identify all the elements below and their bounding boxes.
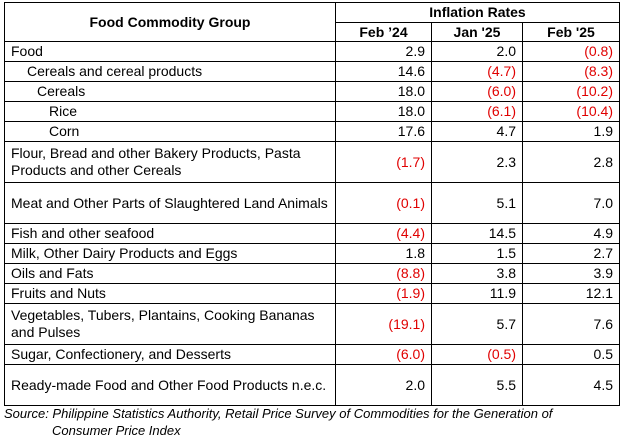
commodity-label: Corn (4, 121, 336, 142)
rate-cell: 7.6 (522, 303, 620, 345)
table-row: Corn 17.6 4.7 1.9 (4, 121, 620, 142)
rate-cell: (10.4) (522, 101, 620, 122)
table-row: Ready-made Food and Other Food Products … (4, 364, 620, 406)
commodity-label: Ready-made Food and Other Food Products … (4, 364, 336, 406)
rate-cell: (4.4) (335, 223, 432, 244)
period-header: Jan '25 (431, 22, 523, 42)
source-line-2: Consumer Price Index (52, 423, 181, 438)
rate-cell: 2.9 (335, 41, 432, 62)
rate-cell: 4.5 (522, 364, 620, 406)
rate-cell: (19.1) (335, 303, 432, 345)
table-row: Sugar, Confectionery, and Desserts (6.0)(… (4, 344, 620, 365)
commodity-label: Milk, Other Dairy Products and Eggs (4, 243, 336, 264)
rate-cell: (0.8) (522, 41, 620, 62)
table-row: Food 2.9 2.0 (0.8) (4, 41, 620, 62)
rate-cell: 14.6 (335, 61, 432, 82)
rate-cell: 2.0 (431, 41, 523, 62)
rate-cell: 3.9 (522, 263, 620, 284)
rate-cell: 1.9 (522, 121, 620, 142)
rate-cell: 2.7 (522, 243, 620, 264)
rate-cell: 5.7 (431, 303, 523, 345)
rate-cell: (6.1) (431, 101, 523, 122)
table-row: Rice 18.0 (6.1) (10.4) (4, 101, 620, 122)
table-row: Milk, Other Dairy Products and Eggs 1.8 1.… (4, 243, 620, 264)
rate-cell: (1.7) (335, 141, 432, 183)
rate-cell: 4.9 (522, 223, 620, 244)
rate-cell: 0.5 (522, 344, 620, 365)
table-row: Cereals and cereal products 14.6 (4.7) (8.3… (4, 61, 620, 82)
rate-cell: (4.7) (431, 61, 523, 82)
rate-cell: 2.3 (431, 141, 523, 183)
table-row: Vegetables, Tubers, Plantains, Cooking B… (4, 303, 620, 345)
source-line-1: Source: Philippine Statistics Authority,… (4, 406, 553, 421)
rate-cell: 5.5 (431, 364, 523, 406)
table-row: Cereals 18.0 (6.0) (10.2) (4, 81, 620, 102)
commodity-label: Oils and Fats (4, 263, 336, 284)
commodity-label: Fish and other seafood (4, 223, 336, 244)
rate-cell: 1.8 (335, 243, 432, 264)
commodity-label: Sugar, Confectionery, and Desserts (4, 344, 336, 365)
rate-cell: 3.8 (431, 263, 523, 284)
rate-cell: 14.5 (431, 223, 523, 244)
commodity-label: Vegetables, Tubers, Plantains, Cooking B… (4, 303, 336, 345)
inflation-table: Food Commodity Group Inflation Rates Feb… (4, 2, 620, 406)
table-row: Fruits and Nuts (1.9) 11.9 12.1 (4, 283, 620, 304)
commodity-label: Cereals and cereal products (4, 61, 336, 82)
rate-cell: 11.9 (431, 283, 523, 304)
rate-cell: 18.0 (335, 81, 432, 102)
commodity-label: Flour, Bread and other Bakery Products, … (4, 141, 336, 183)
rate-cell: (1.9) (335, 283, 432, 304)
rate-cell: (6.0) (335, 344, 432, 365)
rate-cell: 2.0 (335, 364, 432, 406)
period-header: Feb ’24 (335, 22, 432, 42)
source-note: Source: Philippine Statistics Authority,… (4, 405, 619, 439)
commodity-label: Meat and Other Parts of Slaughtered Land… (4, 182, 336, 224)
rate-cell: (0.1) (335, 182, 432, 224)
rate-cell: 4.7 (431, 121, 523, 142)
rate-cell: 12.1 (522, 283, 620, 304)
rate-cell: (10.2) (522, 81, 620, 102)
table-row: Fish and other seafood (4.4) 14.5 4.9 (4, 223, 620, 244)
table-body: Food 2.9 2.0 (0.8) Cereals and cereal produc… (4, 41, 620, 406)
rate-cell: 2.8 (522, 141, 620, 183)
table-row: Oils and Fats (8.8) 3.8 3.9 (4, 263, 620, 284)
period-header: Feb '25 (522, 22, 620, 42)
table-row: Flour, Bread and other Bakery Products, … (4, 141, 620, 183)
commodity-label: Fruits and Nuts (4, 283, 336, 304)
food-commodity-group-header: Food Commodity Group (4, 2, 336, 42)
table-row: Meat and Other Parts of Slaughtered Land… (4, 182, 620, 224)
rate-cell: 17.6 (335, 121, 432, 142)
commodity-label: Rice (4, 101, 336, 122)
rate-cell: (8.8) (335, 263, 432, 284)
rate-cell: 18.0 (335, 101, 432, 122)
rate-cell: (0.5) (431, 344, 523, 365)
commodity-label: Cereals (4, 81, 336, 102)
commodity-label: Food (4, 41, 336, 62)
inflation-rates-header: Inflation Rates (335, 2, 620, 23)
rate-cell: 1.5 (431, 243, 523, 264)
rate-cell: 5.1 (431, 182, 523, 224)
rate-cell: (6.0) (431, 81, 523, 102)
rate-cell: (8.3) (522, 61, 620, 82)
rate-cell: 7.0 (522, 182, 620, 224)
